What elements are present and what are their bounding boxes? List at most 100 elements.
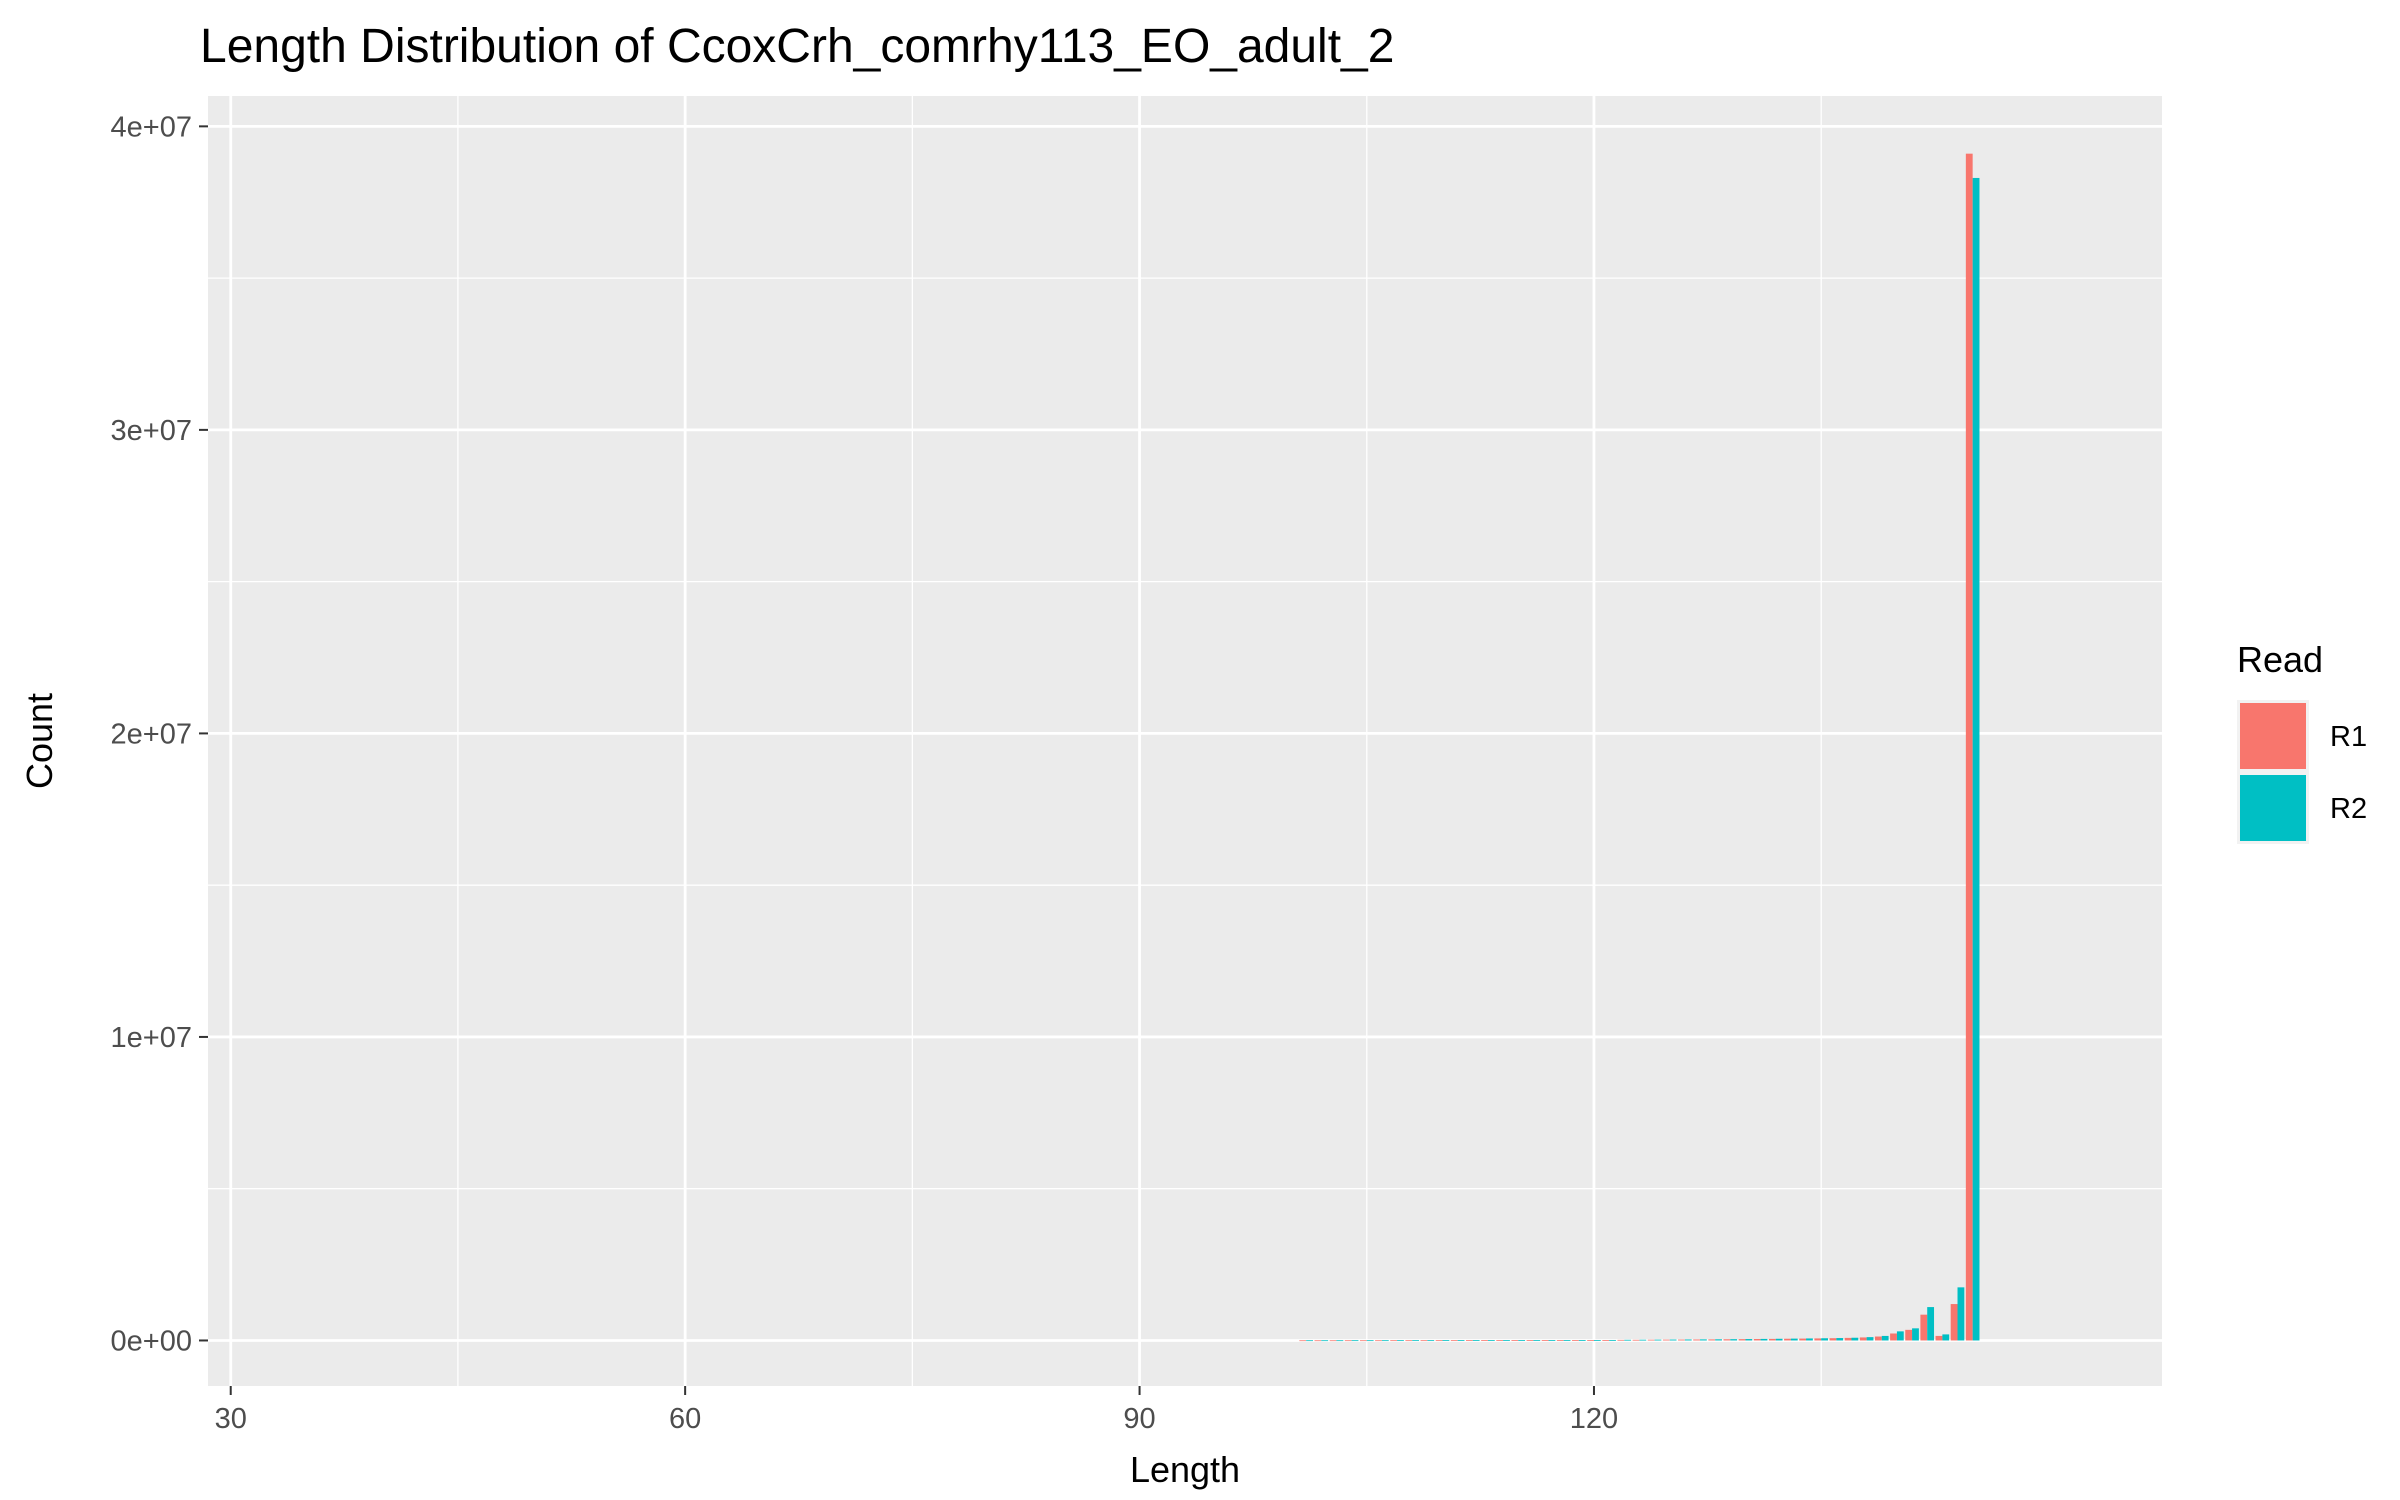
- bar-r2: [1669, 1339, 1677, 1341]
- bar-r2: [1730, 1339, 1738, 1341]
- bar-r2: [1593, 1340, 1601, 1341]
- bar-r2: [1427, 1340, 1435, 1342]
- bar-r1: [1693, 1339, 1701, 1341]
- bar-r1: [1420, 1340, 1428, 1342]
- bar-r2: [1836, 1338, 1844, 1341]
- y-tick-label: 1e+07: [111, 1022, 192, 1054]
- bar-r1: [1556, 1340, 1564, 1341]
- legend-key-r1: [2240, 703, 2306, 769]
- legend-label-r1: R1: [2330, 721, 2367, 753]
- axes: 30 60 90 120 0e+00 1e+07 2e+07 3e+07 4e+07: [111, 111, 1619, 1435]
- bars: [1299, 153, 1980, 1342]
- gridlines: [208, 96, 2162, 1386]
- bar-r2: [1912, 1328, 1919, 1341]
- bar-r2: [1381, 1340, 1389, 1342]
- bar-r1: [1587, 1340, 1594, 1341]
- legend-key-r2: [2240, 775, 2306, 841]
- bar-r2: [1397, 1340, 1404, 1342]
- bar-r2: [1775, 1338, 1783, 1341]
- bar-r2: [1715, 1339, 1722, 1341]
- bar-r2: [1503, 1340, 1510, 1341]
- bar-r2: [1654, 1339, 1662, 1341]
- plot-panel: [208, 96, 2162, 1386]
- bar-r1: [1814, 1338, 1822, 1341]
- bar-r2: [1972, 177, 1980, 1341]
- bar-r1: [1768, 1338, 1776, 1341]
- bar-r2: [1472, 1340, 1480, 1341]
- bar-r2: [1684, 1339, 1692, 1341]
- bar-r1: [1375, 1340, 1382, 1342]
- legend-label-r2: R2: [2330, 793, 2367, 825]
- y-tick-label: 0e+00: [111, 1325, 192, 1357]
- bar-r2: [1957, 1287, 1965, 1341]
- x-tick-label: 60: [669, 1403, 701, 1435]
- bar-r1: [1829, 1338, 1837, 1341]
- y-tick-label: 3e+07: [111, 415, 192, 447]
- bar-r2: [1351, 1340, 1359, 1342]
- bar-r2: [1927, 1307, 1935, 1341]
- bar-r2: [1548, 1340, 1556, 1341]
- bar-r1: [1617, 1339, 1625, 1341]
- bar-r1: [1329, 1340, 1337, 1342]
- bar-r1: [1859, 1337, 1867, 1341]
- y-axis-title: Count: [19, 693, 60, 789]
- bar-r2: [1412, 1340, 1420, 1342]
- bar-r2: [1866, 1337, 1874, 1341]
- bar-r1: [1950, 1304, 1958, 1341]
- bar-r2: [1624, 1339, 1632, 1341]
- bar-r1: [1314, 1340, 1322, 1342]
- y-tick-label: 4e+07: [111, 111, 192, 143]
- bar-r2: [1700, 1339, 1707, 1341]
- bar-r2: [1442, 1340, 1450, 1341]
- chart-title: Length Distribution of CcoxCrh_comrhy113…: [200, 20, 1394, 73]
- bar-r1: [1784, 1338, 1791, 1341]
- bar-r2: [1609, 1339, 1616, 1341]
- bar-r2: [1881, 1335, 1889, 1341]
- bar-r2: [1563, 1340, 1571, 1341]
- bar-r2: [1457, 1340, 1465, 1341]
- bar-r2: [1306, 1340, 1313, 1342]
- bar-r2: [1366, 1340, 1374, 1342]
- bar-r2: [1851, 1337, 1859, 1341]
- bar-r1: [1602, 1340, 1610, 1341]
- bar-r2: [1518, 1340, 1526, 1341]
- bar-r1: [1662, 1339, 1670, 1341]
- bar-r1: [1496, 1340, 1504, 1341]
- bar-r1: [1935, 1335, 1943, 1341]
- bar-r1: [1965, 153, 1973, 1341]
- bar-r1: [1874, 1336, 1882, 1341]
- bar-r1: [1344, 1340, 1352, 1342]
- bar-r1: [1890, 1333, 1897, 1341]
- bar-r1: [1299, 1340, 1307, 1342]
- bar-r1: [1799, 1338, 1807, 1341]
- x-axis-title: Length: [1130, 1449, 1240, 1490]
- bar-r1: [1708, 1339, 1716, 1341]
- bar-r2: [1639, 1339, 1647, 1341]
- bar-r2: [1790, 1338, 1798, 1341]
- bar-r2: [1321, 1340, 1329, 1342]
- bar-r1: [1920, 1314, 1928, 1341]
- bar-r1: [1678, 1339, 1685, 1341]
- bar-r2: [1745, 1339, 1753, 1341]
- bar-r2: [1760, 1338, 1768, 1341]
- bar-r1: [1723, 1339, 1731, 1341]
- bar-r1: [1450, 1340, 1458, 1342]
- bar-r1: [1481, 1340, 1488, 1341]
- bar-r1: [1511, 1340, 1519, 1341]
- bar-r1: [1905, 1329, 1913, 1341]
- bar-r2: [1336, 1340, 1344, 1342]
- y-tick-label: 2e+07: [111, 718, 192, 750]
- bar-r1: [1541, 1340, 1549, 1341]
- bar-r1: [1465, 1340, 1473, 1341]
- bar-r1: [1647, 1339, 1655, 1341]
- bar-r1: [1632, 1339, 1640, 1341]
- bar-r1: [1738, 1339, 1746, 1341]
- bar-r1: [1572, 1340, 1579, 1341]
- bar-r1: [1526, 1340, 1534, 1341]
- legend-entries: R1 R2: [2237, 700, 2367, 844]
- legend-title: Read: [2237, 639, 2323, 680]
- bar-r1: [1390, 1340, 1398, 1342]
- bar-r2: [1578, 1340, 1586, 1341]
- bar-r2: [1942, 1334, 1950, 1341]
